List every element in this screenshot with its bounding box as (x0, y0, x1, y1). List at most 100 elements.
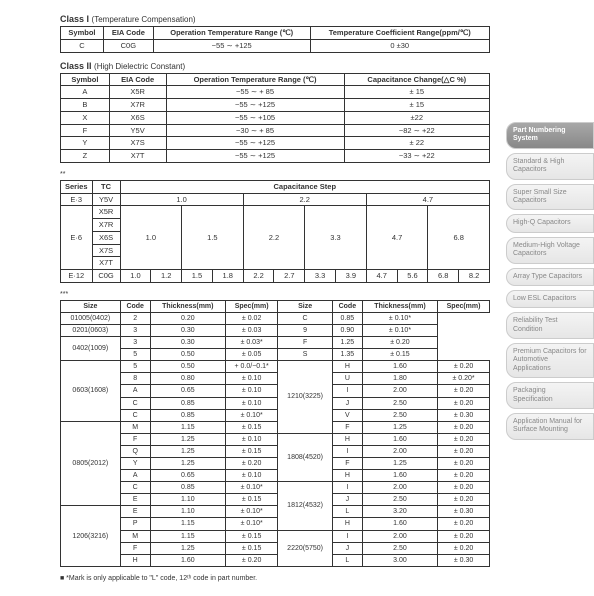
th: Thickness(mm) (362, 300, 437, 312)
td: 1.5 (182, 270, 213, 283)
td: 1.15 (150, 421, 225, 433)
td: J (332, 397, 362, 409)
td: −55 ∼ +125 (166, 99, 344, 112)
td: ± 0.10 (225, 397, 277, 409)
td: 1.25 (362, 421, 437, 433)
td: ± 0.15 (225, 445, 277, 457)
sidebar-item[interactable]: Premium Capacitors for Automotive Applic… (506, 343, 594, 378)
th: Symbol (61, 27, 104, 40)
td: ± 22 (344, 137, 489, 150)
td: 0.20 (150, 312, 225, 324)
td: ± 0.30 (438, 506, 490, 518)
sidebar-item[interactable]: Standard & High Capacitors (506, 153, 594, 180)
td: 1.60 (362, 470, 437, 482)
td: ± 0.10* (225, 518, 277, 530)
sidebar-item[interactable]: Super Small Size Capacitors (506, 184, 594, 211)
sidebar-item[interactable]: Reliability Test Condition (506, 312, 594, 339)
th: EIA Code (103, 27, 153, 40)
td: L (332, 506, 362, 518)
th: Capacitance Change(△C %) (344, 73, 489, 86)
td: I (332, 482, 362, 494)
td: H (332, 361, 362, 373)
td: 1.60 (150, 554, 225, 566)
td: 2.2 (243, 193, 366, 206)
td: ± 0.10 (225, 373, 277, 385)
th: Spec(mm) (225, 300, 277, 312)
td: 1.15 (150, 530, 225, 542)
td: 2.2 (243, 206, 305, 270)
td: X7T (92, 257, 120, 270)
td: X (61, 111, 110, 124)
sidebar-item[interactable]: Packaging Specification (506, 382, 594, 409)
td: E (120, 494, 150, 506)
td: 0.90 (332, 324, 362, 336)
td: 0.80 (150, 373, 225, 385)
td: 5 (120, 349, 150, 361)
td: 1.0 (120, 193, 243, 206)
td: Y (61, 137, 110, 150)
td: H (332, 470, 362, 482)
capstep-table: Series TC Capacitance Step E·3 Y5V 1.0 2… (60, 180, 490, 283)
td: 2.50 (362, 409, 437, 421)
td: Y5V (92, 193, 120, 206)
td: ± 0.10 (225, 385, 277, 397)
td: 1.10 (150, 494, 225, 506)
td: 1808(4520) (278, 433, 332, 481)
sidebar-item[interactable]: Low ESL Capacitors (506, 290, 594, 308)
th: Series (61, 180, 93, 193)
td: 0402(1009) (61, 337, 121, 361)
td: ± 0.20 (438, 494, 490, 506)
td: 1812(4532) (278, 482, 332, 530)
td: 1.5 (182, 206, 244, 270)
td: 1.2 (151, 270, 182, 283)
td: 4.7 (366, 193, 489, 206)
td: ± 0.20 (438, 433, 490, 445)
td: E·6 (61, 206, 93, 270)
th: Temperature Coefficient Range(ppm/℃) (310, 27, 489, 40)
td: 3.9 (336, 270, 367, 283)
sidebar-item[interactable]: High-Q Capacitors (506, 214, 594, 232)
td: 3 (120, 337, 150, 349)
td: 2.7 (274, 270, 305, 283)
td: 1.0 (120, 270, 151, 283)
sidebar-item[interactable]: Array Type Capacitors (506, 268, 594, 286)
td: P (120, 518, 150, 530)
td: L (332, 554, 362, 566)
td: 3.20 (362, 506, 437, 518)
td: ± 0.10* (225, 482, 277, 494)
td: I (332, 530, 362, 542)
sidebar-item[interactable]: Part Numbering System (506, 122, 594, 149)
td: ± 0.20 (438, 518, 490, 530)
td: ± 0.20 (438, 445, 490, 457)
td: ± 0.20 (438, 397, 490, 409)
td: ± 0.02 (225, 312, 277, 324)
td: I (332, 385, 362, 397)
td: X6S (109, 111, 166, 124)
td: ± 0.20 (362, 337, 437, 349)
sidebar-item[interactable]: Application Manual for Surface Mounting (506, 413, 594, 440)
td: ± 0.20 (438, 482, 490, 494)
td: 5 (120, 361, 150, 373)
td: U (332, 373, 362, 385)
td: −33 ∼ +22 (344, 150, 489, 163)
td: 1.60 (362, 518, 437, 530)
td: X7R (109, 99, 166, 112)
td: H (332, 433, 362, 445)
td: 1.25 (332, 337, 362, 349)
class1-title: Class I (Temperature Compensation) (60, 14, 490, 24)
sidebar-item[interactable]: Medium-High Voltage Capacitors (506, 237, 594, 264)
td: 1.25 (150, 445, 225, 457)
td: X7T (109, 150, 166, 163)
td: ± 0.20 (438, 542, 490, 554)
td: ± 0.15 (225, 494, 277, 506)
td: 0.85 (332, 312, 362, 324)
class2-title-text: Class II (60, 61, 92, 71)
td: −55 ∼ +125 (153, 39, 310, 52)
td: E·3 (61, 193, 93, 206)
td: 2.50 (362, 542, 437, 554)
td: F (61, 124, 110, 137)
td: X7S (92, 244, 120, 257)
td: ±22 (344, 111, 489, 124)
td: 1.25 (150, 433, 225, 445)
td: 5.6 (397, 270, 428, 283)
